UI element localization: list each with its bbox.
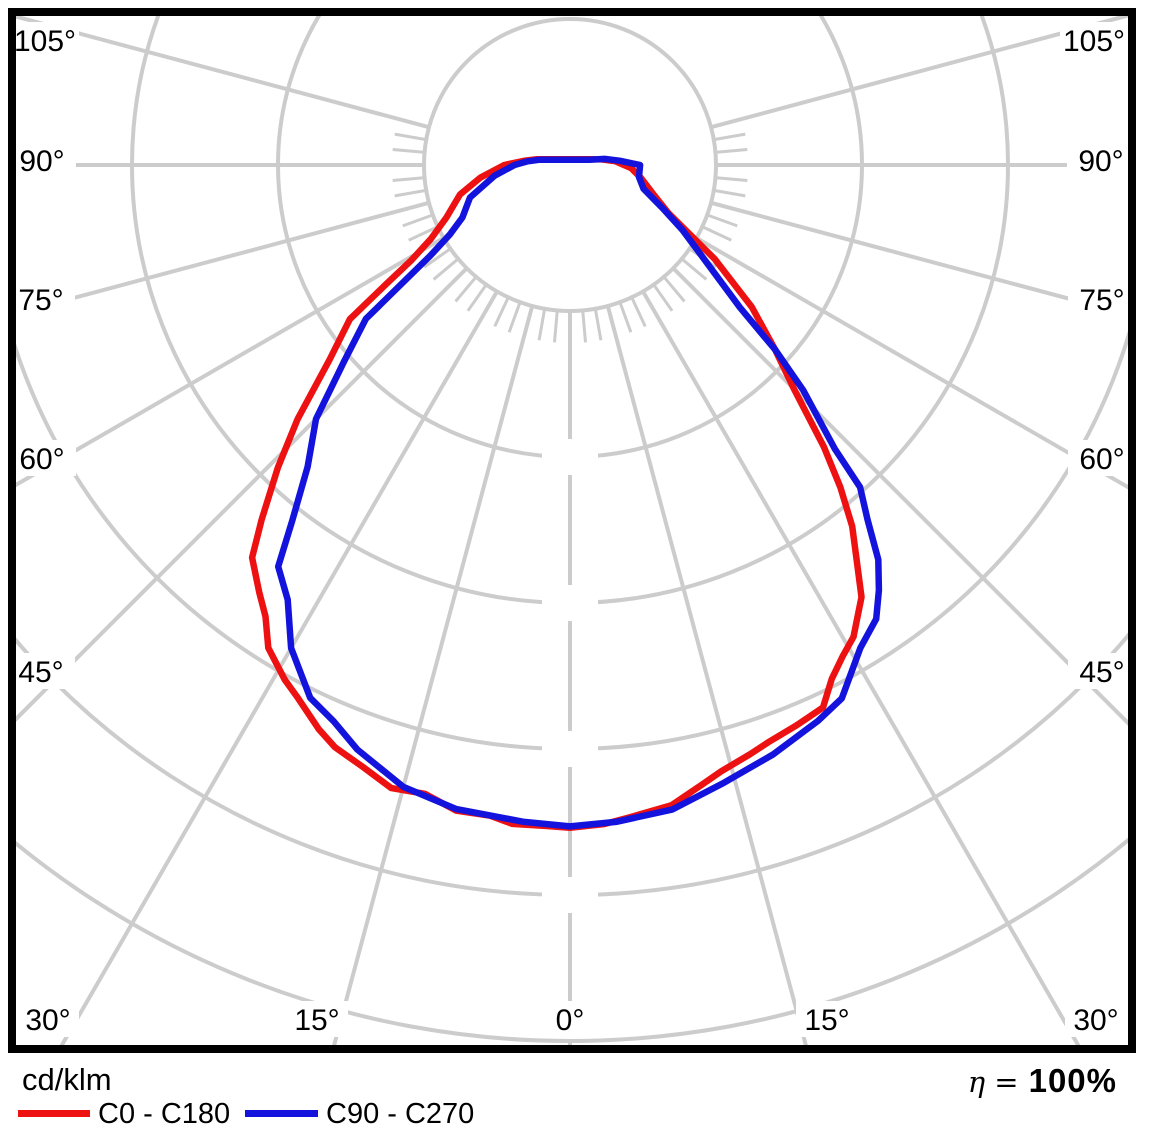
angle-label: 30° bbox=[25, 1004, 70, 1037]
axis-ring-gap bbox=[542, 585, 598, 621]
eta-value: 100% bbox=[1028, 1062, 1117, 1099]
angle-label: 15° bbox=[804, 1004, 849, 1037]
angle-label: 45° bbox=[18, 656, 63, 689]
grid-radial bbox=[16, 16, 430, 130]
legend-swatch-c0-c180 bbox=[18, 1110, 90, 1117]
light-output-ratio: η = 100% bbox=[968, 1062, 1117, 1100]
angle-label: 60° bbox=[1079, 443, 1124, 476]
grid-radial bbox=[16, 200, 430, 316]
grid-radial bbox=[16, 236, 445, 488]
grid-radial bbox=[332, 305, 535, 1045]
angle-label: 60° bbox=[19, 443, 64, 476]
angle-label: 75° bbox=[1079, 284, 1124, 317]
curve-c90-c270 bbox=[274, 155, 883, 830]
unit-label: cd/klm bbox=[22, 1062, 112, 1097]
eta-symbol: η = bbox=[967, 1065, 1019, 1099]
angle-label: 90° bbox=[19, 145, 64, 178]
legend-label-c90-c270: C90 - C270 bbox=[326, 1098, 475, 1130]
angle-label: 30° bbox=[1073, 1004, 1118, 1037]
legend: C0 - C180 C90 - C270 bbox=[0, 1098, 1164, 1140]
angle-label: 15° bbox=[294, 1004, 339, 1037]
angle-label: 90° bbox=[1078, 145, 1123, 178]
angle-label: 105° bbox=[1063, 25, 1125, 58]
grid-radial bbox=[16, 266, 469, 722]
angle-label: 0° bbox=[556, 1004, 585, 1037]
angle-label: 45° bbox=[1079, 656, 1124, 689]
angle-labels: 105° 90° 75° 60° 45° 105° 90° 75° 60° 45° 30° 15° 0°… bbox=[7, 22, 1136, 1037]
axis-ring-gap bbox=[542, 877, 598, 913]
angle-label: 105° bbox=[14, 25, 76, 58]
grid-radial bbox=[59, 290, 499, 1045]
legend-label-c0-c180: C0 - C180 bbox=[98, 1098, 231, 1130]
axis-ring-gap bbox=[542, 439, 598, 475]
grid-radial bbox=[695, 236, 1132, 492]
legend-swatch-c90-c270 bbox=[245, 1110, 318, 1117]
grid-radial bbox=[710, 16, 1132, 130]
axis-ring-gap bbox=[542, 731, 598, 767]
plot-frame bbox=[8, 8, 1136, 1053]
grid-radial bbox=[710, 200, 1132, 318]
grid-radial bbox=[641, 290, 1081, 1045]
angle-label: 75° bbox=[18, 284, 63, 317]
grid-radial bbox=[605, 305, 808, 1045]
